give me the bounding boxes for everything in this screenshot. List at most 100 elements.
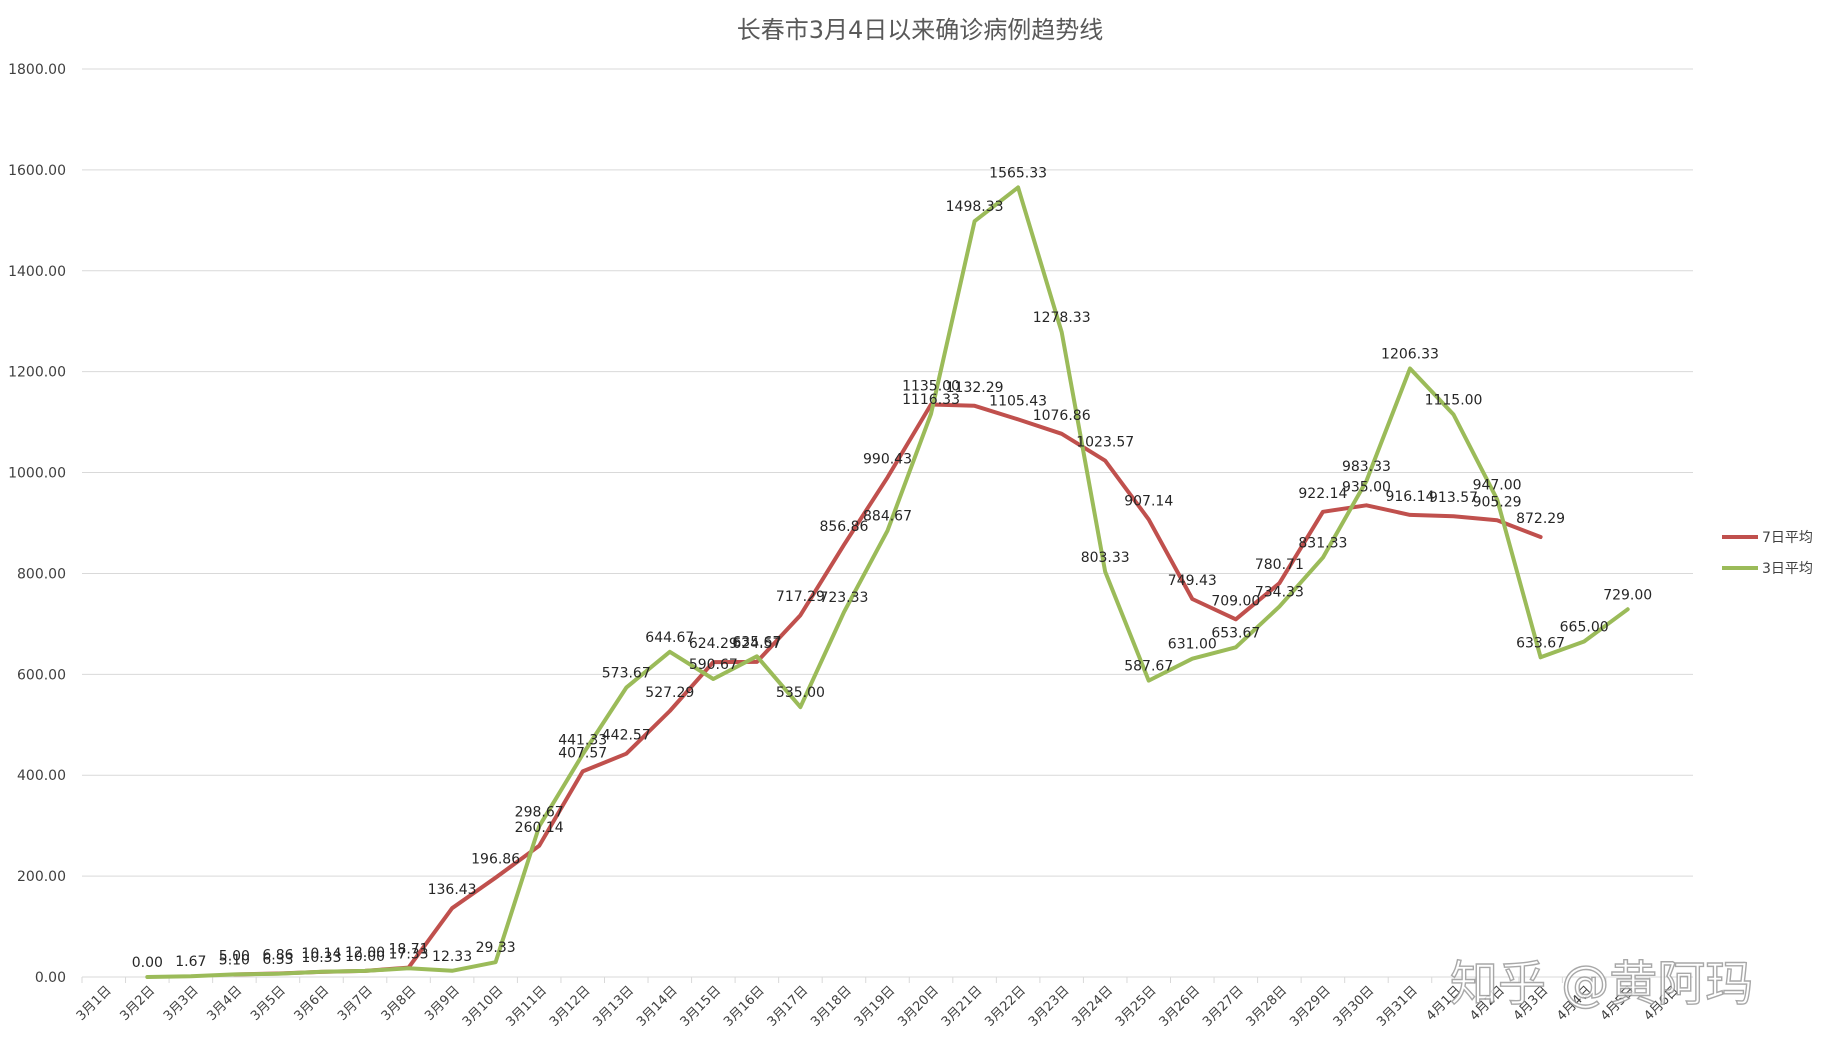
x-tick-label: 3月9日 — [422, 983, 463, 1024]
data-label-3day: 1116.33 — [902, 392, 960, 408]
data-label-3day: 0.00 — [132, 955, 163, 971]
data-label-7day: 6.86 — [262, 948, 293, 964]
x-tick-label: 3月30日 — [1331, 983, 1378, 1030]
data-label-7day: 5.00 — [219, 948, 250, 964]
data-labels: 5.00 6.86 10.14 12.00 18.71 136.43 196.86 260.1… — [132, 165, 1652, 971]
data-label-3day: 573.67 — [602, 666, 651, 682]
data-label-7day: 872.29 — [1516, 511, 1565, 527]
data-label-3day: 1.67 — [175, 954, 206, 970]
data-label-3day: 983.33 — [1342, 459, 1391, 475]
series-line-3day — [145, 185, 1630, 979]
data-label-7day: 1023.57 — [1076, 435, 1134, 451]
data-label-7day: 442.57 — [602, 728, 651, 744]
data-label-7day: 709.00 — [1211, 593, 1260, 609]
data-label-7day: 1105.43 — [989, 393, 1047, 409]
x-tick-label: 3月16日 — [721, 983, 768, 1030]
data-label-3day: 729.00 — [1603, 587, 1652, 603]
data-label-3day: 10.33 — [301, 950, 341, 966]
data-label-3day: 631.00 — [1168, 637, 1217, 653]
data-label-7day: 922.14 — [1298, 486, 1347, 502]
legend-label-7day: 7日平均 — [1762, 530, 1813, 546]
data-label-3day: 12.33 — [432, 949, 472, 965]
data-label-3day: 947.00 — [1473, 477, 1522, 493]
data-label-7day: 407.57 — [558, 745, 607, 761]
data-label-7day: 717.29 — [776, 589, 825, 605]
x-tick-label: 3月15日 — [678, 983, 725, 1030]
chart-title: 长春市3月4日以来确诊病例趋势线 — [737, 16, 1104, 44]
data-label-7day: 749.43 — [1168, 573, 1217, 589]
x-tick-label: 3月3日 — [161, 983, 202, 1024]
data-label-7day: 1132.29 — [946, 380, 1004, 396]
x-tick-label: 3月1日 — [74, 983, 115, 1024]
series-lines — [145, 185, 1630, 979]
data-label-7day: 856.86 — [819, 519, 868, 535]
x-tick-label: 3月14日 — [634, 983, 681, 1030]
data-label-3day: 653.67 — [1211, 625, 1260, 641]
y-tick-label: 1000.00 — [8, 466, 66, 482]
data-label-7day: 916.14 — [1385, 489, 1434, 505]
series-line-7day — [232, 402, 1543, 977]
y-axis-ticks: 0.00 200.00 400.00 600.00 800.00 1000.00 1200.… — [8, 62, 66, 986]
data-label-3day: 535.00 — [776, 685, 825, 701]
data-label-3day: 441.33 — [558, 732, 607, 748]
y-tick-label: 1200.00 — [8, 365, 66, 381]
x-tick-label: 3月4日 — [205, 983, 246, 1024]
watermark-text: 知乎 @黄阿玛 — [1450, 956, 1753, 1012]
data-label-7day: 1135.00 — [902, 378, 960, 394]
data-label-3day: 831.33 — [1298, 536, 1347, 552]
x-tick-label: 3月19日 — [852, 983, 899, 1030]
x-tick-label: 3月28日 — [1244, 983, 1291, 1030]
x-tick-label: 3月27日 — [1200, 983, 1247, 1030]
x-tick-label: 3月24日 — [1069, 983, 1116, 1030]
x-tick-label: 3月21日 — [939, 983, 986, 1030]
data-label-7day: 624.29 — [689, 636, 738, 652]
y-tick-label: 1600.00 — [8, 163, 66, 179]
data-label-3day: 1115.00 — [1425, 393, 1483, 409]
data-label-3day: 17.33 — [389, 946, 429, 962]
data-label-3day: 1565.33 — [989, 165, 1047, 181]
y-tick-label: 600.00 — [17, 667, 66, 683]
y-tick-label: 0.00 — [35, 970, 66, 986]
x-tick-label: 3月8日 — [379, 983, 420, 1024]
y-tick-label: 200.00 — [17, 869, 66, 885]
data-label-3day: 1206.33 — [1381, 346, 1439, 362]
data-label-3day: 587.67 — [1124, 659, 1173, 675]
data-label-3day: 635.67 — [732, 634, 781, 650]
y-tick-label: 1400.00 — [8, 264, 66, 280]
y-tick-label: 800.00 — [17, 566, 66, 582]
data-label-7day: 196.86 — [471, 852, 520, 868]
data-label-3day: 29.33 — [476, 940, 516, 956]
data-label-3day: 10.00 — [345, 949, 385, 965]
data-label-7day: 990.43 — [863, 451, 912, 467]
data-label-3day: 723.33 — [819, 590, 868, 606]
x-tick-label: 3月7日 — [335, 983, 376, 1024]
y-tick-label: 400.00 — [17, 768, 66, 784]
data-label-7day: 12.00 — [345, 945, 385, 961]
gridlines — [82, 68, 1693, 978]
data-label-3day: 6.33 — [262, 952, 293, 968]
data-label-3day: 665.00 — [1560, 620, 1609, 636]
x-tick-label: 3月17日 — [765, 983, 812, 1030]
data-label-3day: 884.67 — [863, 509, 912, 525]
data-label-3day: 644.67 — [645, 630, 694, 646]
data-label-3day: 734.33 — [1255, 585, 1304, 601]
data-label-7day: 913.57 — [1429, 490, 1478, 506]
x-tick-label: 3月11日 — [503, 983, 550, 1030]
data-label-7day: 935.00 — [1342, 479, 1391, 495]
data-label-7day: 780.71 — [1255, 557, 1304, 573]
x-tick-label: 3月10日 — [460, 983, 507, 1030]
x-tick-label: 3月18日 — [808, 983, 855, 1030]
data-label-3day: 803.33 — [1081, 550, 1130, 566]
x-tick-label: 3月26日 — [1157, 983, 1204, 1030]
y-tick-label: 1800.00 — [8, 62, 66, 78]
x-tick-label: 3月12日 — [547, 983, 594, 1030]
legend-label-3day: 3日平均 — [1762, 561, 1813, 577]
data-label-3day: 590.67 — [689, 657, 738, 673]
legend: 7日平均 3日平均 — [1722, 530, 1813, 577]
x-tick-label: 3月2日 — [117, 983, 158, 1024]
data-label-3day: 5.10 — [219, 952, 250, 968]
x-tick-label: 3月31日 — [1374, 983, 1421, 1030]
data-label-3day: 633.67 — [1516, 635, 1565, 651]
data-label-7day: 527.29 — [645, 685, 694, 701]
